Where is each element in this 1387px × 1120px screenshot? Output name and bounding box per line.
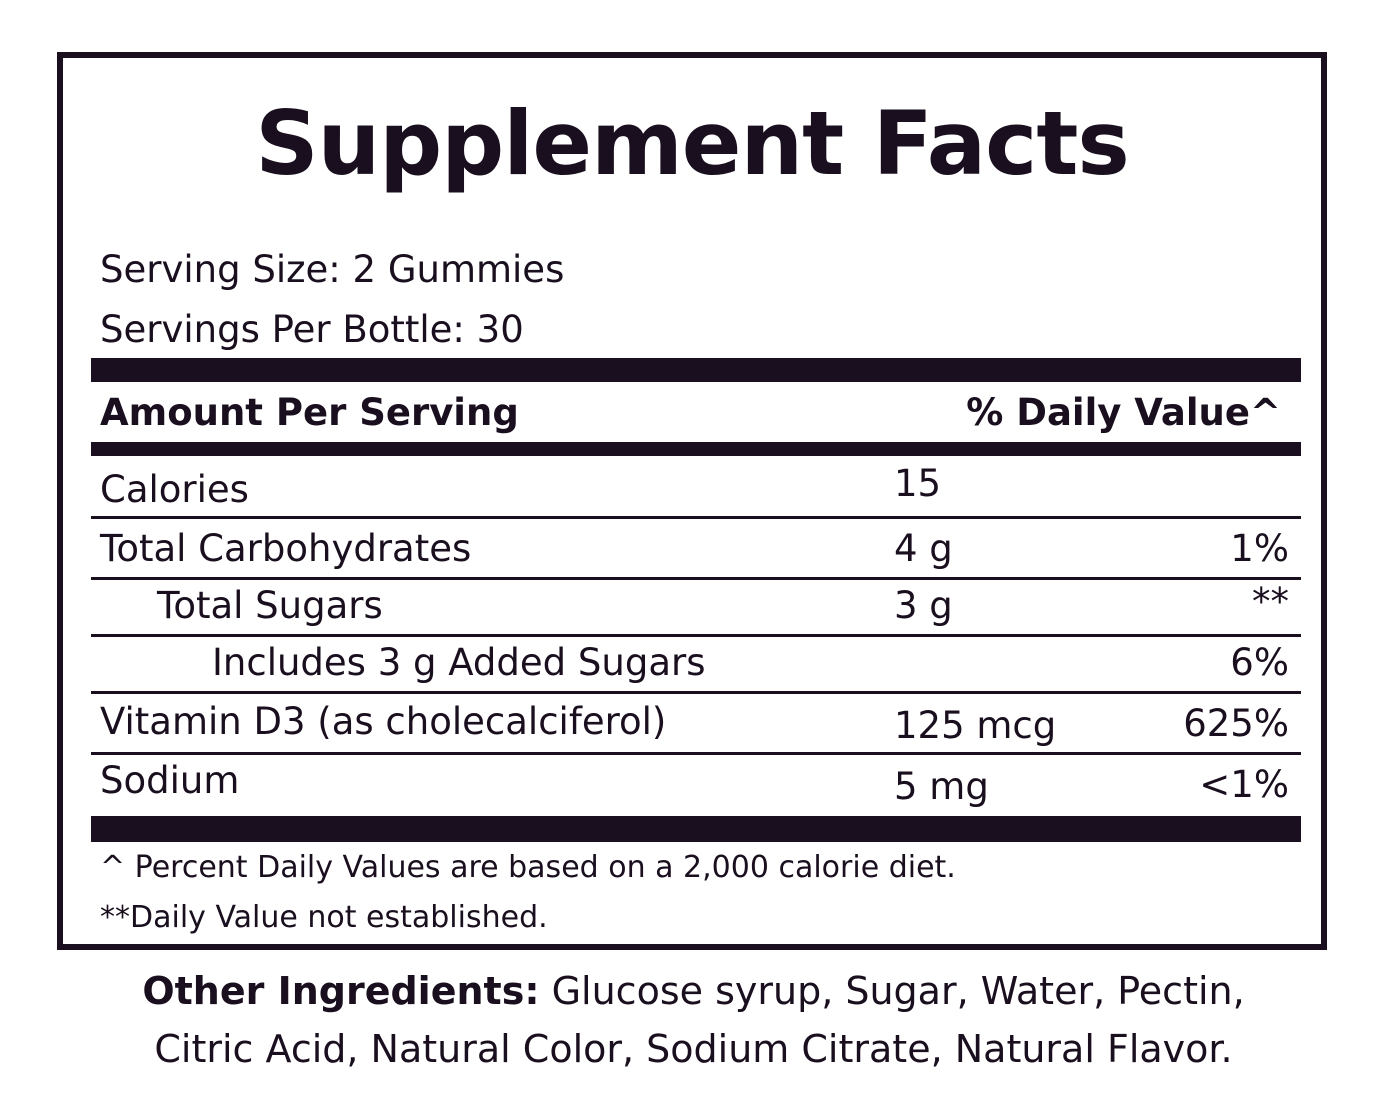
row-divider [91, 752, 1301, 755]
footnote-not-established: **Daily Value not established. [100, 900, 548, 935]
other-ingredients-line-2: Citric Acid, Natural Color, Sodium Citra… [154, 1027, 1233, 1071]
supplement-facts-panel: Supplement Facts Serving Size: 2 Gummies… [57, 52, 1327, 950]
other-ingredients-line-1: Glucose syrup, Sugar, Water, Pectin, [539, 969, 1245, 1013]
table-row: Total Sugars 3 g ** [91, 580, 1301, 634]
panel-title: Supplement Facts [255, 92, 1130, 195]
nutrient-amount: 15 [894, 462, 942, 505]
serving-size: Serving Size: 2 Gummies [100, 248, 565, 291]
row-divider [91, 634, 1301, 637]
footnote-daily-value: ^ Percent Daily Values are based on a 2,… [100, 850, 956, 885]
thick-divider-bottom [91, 816, 1301, 842]
nutrient-name: Sodium [100, 759, 240, 802]
thick-divider-top [91, 358, 1301, 382]
table-row: Vitamin D3 (as cholecalciferol) 125 mcg … [91, 694, 1301, 752]
nutrient-amount: 125 mcg [894, 704, 1057, 747]
nutrient-amount: 4 g [894, 527, 953, 570]
nutrient-name: Total Sugars [157, 584, 383, 627]
nutrient-amount: 3 g [894, 584, 953, 627]
table-row: Sodium 5 mg <1% [91, 755, 1301, 815]
nutrient-name: Total Carbohydrates [100, 527, 472, 570]
other-ingredients-label: Other Ingredients: [142, 969, 540, 1013]
nutrient-name: Vitamin D3 (as cholecalciferol) [100, 700, 667, 743]
table-row: Total Carbohydrates 4 g 1% [91, 519, 1301, 577]
table-row: Includes 3 g Added Sugars 6% [91, 637, 1301, 691]
row-divider [91, 577, 1301, 580]
daily-value-header: % Daily Value^ [966, 391, 1281, 434]
nutrient-daily-value: ** [1252, 580, 1289, 623]
other-ingredients: Other Ingredients: Glucose syrup, Sugar,… [0, 962, 1387, 1078]
servings-per-container: Servings Per Bottle: 30 [100, 308, 524, 351]
row-divider [91, 516, 1301, 519]
nutrient-daily-value: 625% [1183, 702, 1289, 745]
nutrient-daily-value: <1% [1199, 763, 1289, 806]
amount-per-serving-header: Amount Per Serving [100, 391, 519, 434]
nutrient-daily-value: 1% [1230, 527, 1289, 570]
nutrient-daily-value: 6% [1230, 641, 1289, 684]
table-row: Calories 15 [91, 458, 1301, 516]
row-divider [91, 691, 1301, 694]
nutrient-amount: 5 mg [894, 765, 989, 808]
medium-divider [91, 442, 1301, 456]
nutrient-name: Includes 3 g Added Sugars [212, 641, 706, 684]
nutrient-name: Calories [100, 468, 249, 511]
